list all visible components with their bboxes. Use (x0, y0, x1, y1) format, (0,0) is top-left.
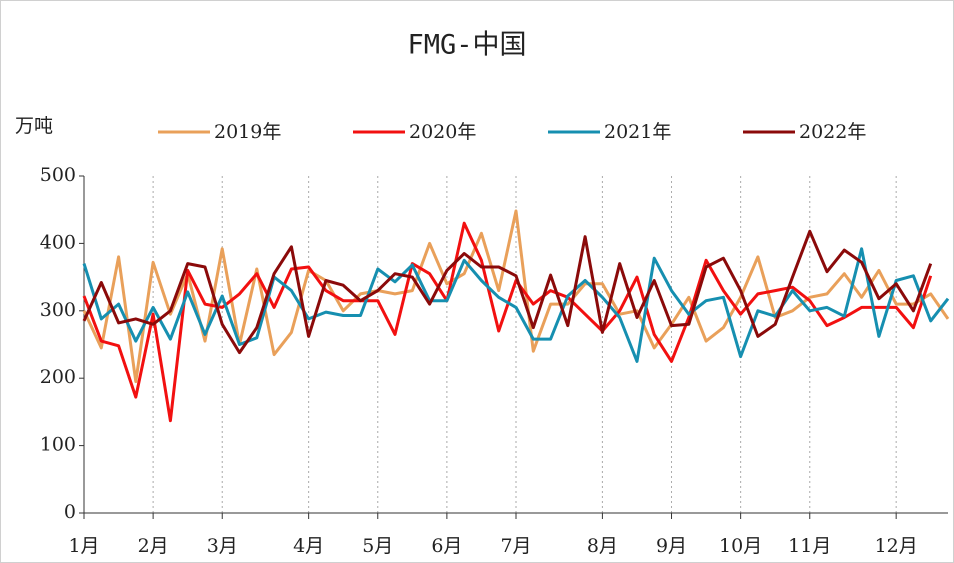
series-line (82, 247, 950, 363)
y-axis-label: 万吨 (15, 115, 53, 137)
y-tick-label: 200 (40, 366, 76, 388)
x-tick-label: 1月 (68, 535, 99, 557)
x-tick-label: 8月 (587, 535, 618, 557)
legend-label: 2021年 (604, 121, 671, 143)
x-tick-label: 6月 (431, 535, 462, 557)
x-tick-label: 7月 (500, 535, 531, 557)
x-tick-label: 12月 (875, 535, 918, 557)
series-line (82, 229, 933, 355)
x-tick-label: 9月 (656, 535, 687, 557)
x-tick-label: 3月 (207, 535, 238, 557)
chart-title: FMG-中国 (407, 30, 526, 61)
y-tick-label: 500 (40, 164, 76, 186)
y-tick-label: 300 (40, 299, 76, 321)
x-tick-label: 2月 (138, 535, 169, 557)
legend-label: 2022年 (799, 121, 866, 143)
y-tick-label: 100 (40, 434, 76, 456)
legend-label: 2019年 (214, 121, 281, 143)
legend-label: 2020年 (409, 121, 476, 143)
x-tick-label: 11月 (788, 535, 831, 557)
x-tick-label: 4月 (293, 535, 324, 557)
x-tick-label: 5月 (362, 535, 393, 557)
y-tick-label: 400 (40, 231, 76, 253)
x-tick-label: 10月 (719, 535, 762, 557)
y-tick-label: 0 (64, 501, 76, 523)
